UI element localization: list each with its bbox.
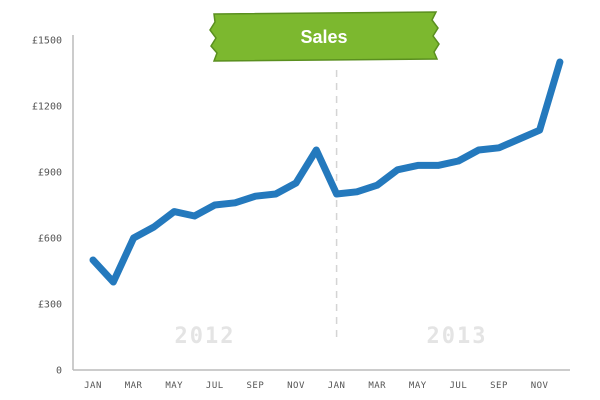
x-tick-label: MAY <box>165 381 183 391</box>
y-axis-labels: 0 £300 £600 £900 £1200 £1500 <box>32 36 62 377</box>
x-tick-label: NOV <box>531 381 549 391</box>
x-tick-label: JAN <box>328 381 346 391</box>
x-axis-labels: JAN MAR MAY JUL SEP NOV JAN MAR MAY JUL SEP NOV <box>84 381 548 391</box>
y-tick-label: 0 <box>56 366 62 377</box>
title-banner-shape <box>209 11 440 62</box>
x-tick-label: SEP <box>247 381 265 391</box>
y-tick-label: £600 <box>38 234 62 245</box>
y-tick-label: £300 <box>38 300 62 311</box>
x-tick-label: MAY <box>409 381 427 391</box>
x-tick-label: MAR <box>368 381 386 391</box>
x-tick-label: JUL <box>206 381 224 391</box>
series-layer <box>89 58 564 286</box>
x-tick-label: NOV <box>287 381 305 391</box>
x-tick-label: JAN <box>84 381 102 391</box>
y-tick-label: £1500 <box>32 36 62 47</box>
x-tick-label: JUL <box>450 381 468 391</box>
x-tick-label: SEP <box>490 381 508 391</box>
y-tick-label: £1200 <box>32 102 62 113</box>
title-banner: Sales <box>209 11 440 62</box>
axes <box>72 35 570 371</box>
year-labels: 2012 2013 <box>175 324 488 349</box>
sales-line <box>89 58 564 286</box>
x-tick-label: MAR <box>125 381 143 391</box>
year-label: 2012 <box>175 324 236 349</box>
year-label: 2013 <box>427 324 488 349</box>
chart-title: Sales <box>300 27 347 47</box>
y-tick-label: £900 <box>38 168 62 179</box>
